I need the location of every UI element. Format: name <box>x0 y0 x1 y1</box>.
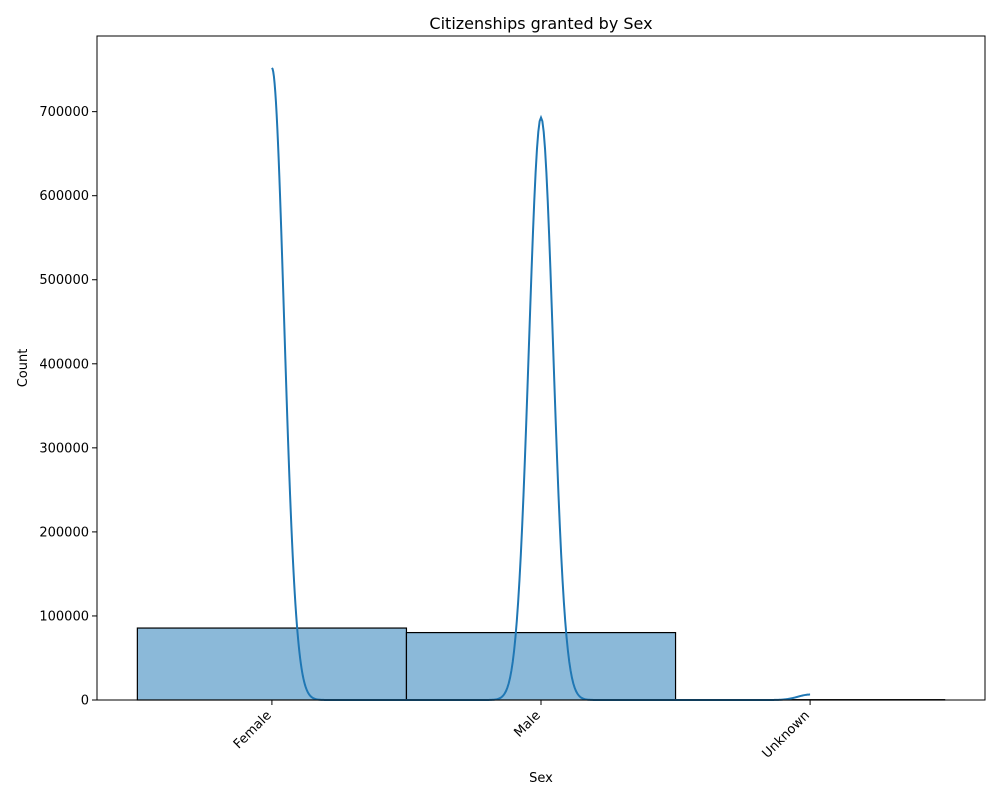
y-tick-label: 100000 <box>39 609 89 624</box>
bars-layer <box>136 627 946 701</box>
x-tick-label-male: Male <box>511 708 543 740</box>
chart-title: Citizenships granted by Sex <box>429 14 652 33</box>
y-axis: 0 100000 200000 300000 400000 500000 600000 700… <box>39 105 97 709</box>
y-tick-label: 600000 <box>39 189 89 204</box>
kde-curve-male <box>406 114 676 701</box>
x-axis-label: Sex <box>529 771 553 786</box>
kde-curve-female <box>271 67 407 701</box>
x-axis: Female Male Unknown <box>231 700 813 762</box>
plot-frame <box>96 35 986 701</box>
x-tick-label-female: Female <box>231 708 275 752</box>
x-tick-label-unknown: Unknown <box>760 708 813 761</box>
y-tick-label: 300000 <box>39 441 89 456</box>
kde-layer <box>271 67 811 701</box>
y-tick-label: 400000 <box>39 357 89 372</box>
y-tick-label: 500000 <box>39 273 89 288</box>
y-axis-label: Count <box>16 349 31 388</box>
y-tick-label: 700000 <box>39 105 89 120</box>
bar-male <box>405 631 677 701</box>
kde-curve-unknown <box>675 693 811 701</box>
bar-female <box>136 627 408 701</box>
y-tick-label: 0 <box>81 694 89 709</box>
y-tick-label: 200000 <box>39 525 89 540</box>
